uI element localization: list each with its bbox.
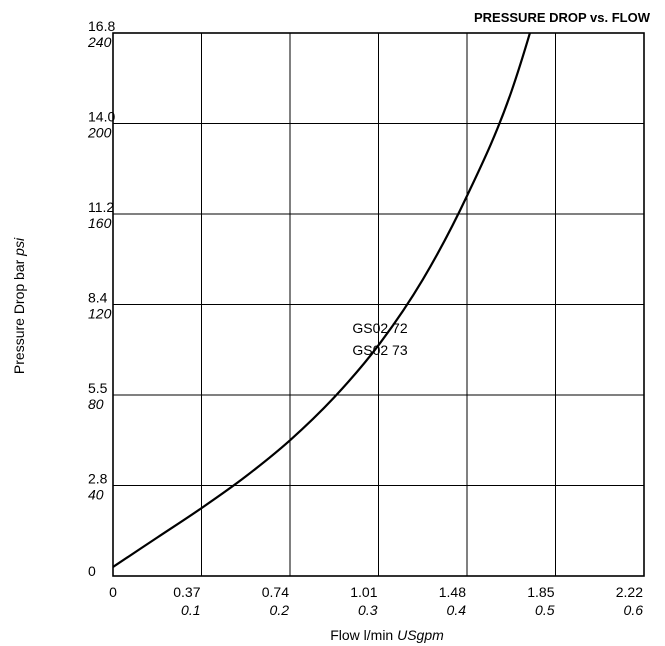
y-tick-label-secondary: 120 [88, 306, 112, 322]
x-tick-label: 1.85 [527, 584, 554, 600]
x-tick-label: 2.22 [616, 584, 643, 600]
y-tick-label-secondary: 40 [88, 487, 104, 503]
y-tick-label: 14.0 [88, 109, 115, 125]
x-tick-labels: 0 0.37 0.1 0.74 0.2 1.01 0.3 1.48 0.4 1.85 0.5 2.22… [109, 584, 643, 618]
x-axis-label: Flow l/min USgpm [330, 627, 444, 643]
x-tick-label: 1.48 [439, 584, 466, 600]
y-tick-label: 8.4 [88, 290, 108, 306]
x-tick-label-secondary: 0.4 [447, 602, 467, 618]
x-tick-label: 0.37 [173, 584, 200, 600]
y-tick-label: 16.8 [88, 18, 115, 34]
x-tick-label-secondary: 0.3 [358, 602, 378, 618]
y-tick-label: 0 [88, 563, 96, 579]
x-tick-label-secondary: 0.5 [535, 602, 555, 618]
y-tick-label-secondary: 160 [88, 215, 112, 231]
x-tick-label-secondary: 0.2 [270, 602, 290, 618]
y-tick-label: 2.8 [88, 471, 108, 487]
x-tick-label: 0.74 [262, 584, 289, 600]
y-axis-label: Pressure Drop bar psi [11, 237, 27, 374]
annotation-gs0273: GS02 73 [352, 342, 407, 358]
y-tick-label: 11.2 [88, 199, 114, 215]
curve-layer [113, 33, 532, 568]
x-axis-label-secondary: USgpm [397, 627, 444, 643]
grid-lines [113, 33, 644, 576]
x-tick-label: 1.01 [350, 584, 377, 600]
chart-title: PRESSURE DROP vs. FLOW [474, 10, 651, 25]
y-tick-label-secondary: 80 [88, 396, 104, 412]
x-axis-label-primary: Flow l/min [330, 627, 393, 643]
x-tick-label-secondary: 0.1 [181, 602, 200, 618]
x-tick-label: 0 [109, 584, 117, 600]
y-tick-label-secondary: 200 [87, 125, 112, 141]
plot-frame [112, 32, 645, 577]
y-tick-label: 5.5 [88, 380, 108, 396]
x-tick-label-secondary: 0.6 [624, 602, 644, 618]
y-axis-label-secondary: psi [11, 237, 27, 257]
y-axis-label-primary: Pressure Drop bar [11, 259, 27, 374]
annotation-gs0272: GS02 72 [352, 320, 407, 336]
y-tick-label-secondary: 240 [87, 34, 112, 50]
series-line [113, 33, 532, 568]
